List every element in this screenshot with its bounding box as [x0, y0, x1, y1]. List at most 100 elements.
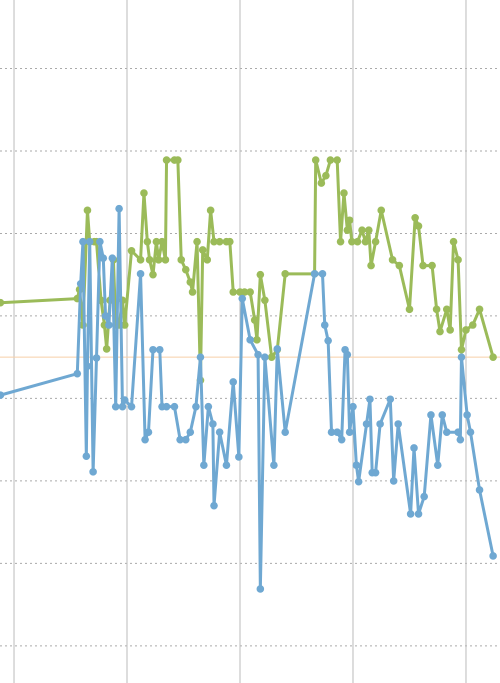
data-point — [186, 278, 195, 286]
data-point — [152, 237, 161, 246]
data-point — [433, 461, 442, 470]
data-point — [454, 256, 462, 264]
data-point — [317, 179, 326, 187]
data-point — [256, 270, 265, 279]
data-point — [438, 411, 447, 419]
data-point — [463, 411, 471, 419]
data-point — [101, 312, 110, 320]
data-point — [475, 486, 484, 494]
data-point — [158, 237, 166, 246]
data-point — [376, 420, 384, 428]
data-point — [105, 321, 113, 329]
data-point — [174, 156, 182, 164]
data-point — [348, 237, 356, 246]
data-point — [327, 428, 336, 437]
data-point — [436, 327, 444, 336]
data-point — [206, 206, 215, 215]
data-point — [177, 256, 186, 264]
data-point — [442, 305, 451, 314]
data-point — [261, 296, 269, 305]
data-point — [320, 321, 329, 329]
data-point — [366, 395, 374, 404]
data-point — [83, 206, 92, 215]
data-point — [367, 261, 375, 270]
data-point — [250, 316, 259, 324]
data-point — [253, 336, 261, 344]
data-point — [193, 237, 201, 246]
data-point — [345, 216, 354, 225]
data-point — [442, 428, 451, 437]
data-point — [343, 350, 352, 359]
data-point — [261, 353, 269, 361]
data-point — [386, 395, 395, 404]
data-point — [188, 288, 197, 296]
data-point — [475, 305, 484, 314]
data-point — [420, 492, 428, 501]
data-point — [377, 206, 386, 215]
data-point — [394, 420, 402, 428]
data-point — [354, 477, 363, 486]
data-point — [405, 305, 414, 314]
data-point — [254, 350, 262, 359]
data-point — [333, 428, 341, 437]
data-point — [414, 222, 423, 230]
data-point — [256, 585, 265, 593]
data-point — [281, 428, 289, 437]
data-point — [162, 156, 171, 164]
data-point — [352, 461, 361, 470]
data-point — [410, 444, 418, 452]
data-point — [238, 294, 247, 303]
data-point — [154, 256, 163, 264]
data-point — [200, 461, 208, 470]
data-point — [140, 189, 148, 197]
data-point — [120, 396, 129, 404]
data-point — [353, 237, 362, 246]
data-point — [115, 204, 123, 213]
data-point — [457, 345, 466, 354]
data-point — [215, 428, 224, 437]
data-point — [192, 402, 200, 411]
data-point — [149, 270, 157, 279]
data-point — [102, 345, 111, 353]
data-point — [310, 270, 319, 278]
data-point — [395, 261, 404, 270]
data-point — [136, 256, 145, 264]
data-point — [345, 428, 354, 437]
data-point — [210, 237, 218, 246]
data-point — [462, 326, 470, 334]
data-point — [210, 501, 218, 510]
data-point — [85, 237, 94, 246]
data-point — [136, 270, 145, 278]
data-point — [186, 428, 195, 437]
data-point — [340, 189, 348, 197]
data-point — [466, 428, 475, 437]
data-point — [155, 345, 164, 354]
data-point — [96, 237, 104, 246]
data-point — [118, 402, 127, 411]
data-point — [120, 321, 129, 329]
data-point — [326, 156, 335, 164]
data-point — [336, 237, 345, 246]
data-point — [454, 428, 462, 437]
data-point — [145, 256, 154, 264]
data-point — [204, 402, 213, 411]
data-point — [209, 420, 217, 428]
data-point — [361, 237, 370, 246]
data-point — [143, 237, 152, 246]
data-point — [196, 353, 205, 361]
data-point — [181, 435, 190, 444]
data-point — [127, 402, 136, 411]
data-point — [389, 477, 398, 485]
data-point — [432, 305, 441, 314]
data-point — [82, 452, 91, 460]
data-point — [198, 246, 207, 254]
data-point — [419, 261, 427, 270]
data-point — [89, 468, 97, 476]
data-point — [362, 420, 371, 428]
data-point — [144, 428, 153, 437]
data-point — [273, 345, 282, 353]
data-point — [111, 402, 120, 411]
data-point — [333, 156, 341, 164]
data-point — [161, 256, 170, 264]
